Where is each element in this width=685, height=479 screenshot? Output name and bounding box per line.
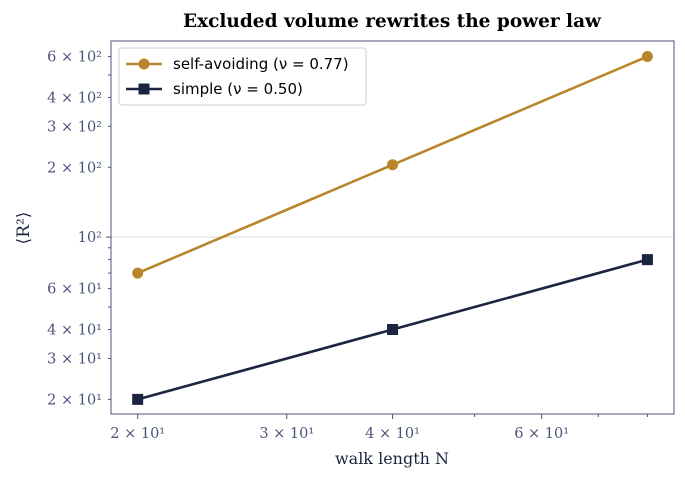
legend-label: simple (ν = 0.50) xyxy=(173,80,303,98)
data-point-circle xyxy=(641,51,653,63)
y-axis-ticks: 2 × 10¹ 3 × 10¹ 4 × 10¹ 6 × 10¹ 10² 2 × 10² 3 … xyxy=(47,50,111,408)
y-tick-label: 3 × 10¹ xyxy=(47,352,102,368)
chart-title: Excluded volume rewrites the power law xyxy=(183,11,602,32)
data-point-circle xyxy=(387,159,399,171)
data-point-square xyxy=(387,324,399,336)
y-tick-label: 6 × 10² xyxy=(47,50,102,66)
x-axis-label: walk length N xyxy=(335,449,449,468)
series-layer xyxy=(132,51,653,405)
y-tick-label: 2 × 10¹ xyxy=(47,392,102,408)
y-tick-label: 2 × 10² xyxy=(47,160,102,176)
y-tick-label: 3 × 10² xyxy=(47,119,102,135)
y-axis-label: ⟨R²⟩ xyxy=(14,212,34,245)
x-tick-label: 6 × 10¹ xyxy=(514,426,569,442)
x-tick-label: 4 × 10¹ xyxy=(365,426,420,442)
y-tick-label: 10² xyxy=(78,230,102,246)
x-tick-label: 3 × 10¹ xyxy=(259,426,314,442)
data-point-square xyxy=(641,254,653,266)
x-axis-ticks: 2 × 10¹ 3 × 10¹ 4 × 10¹ 6 × 10¹ xyxy=(110,414,648,442)
y-tick-label: 4 × 10¹ xyxy=(47,323,102,339)
data-point-circle xyxy=(132,267,144,279)
legend-box xyxy=(118,47,367,106)
y-tick-label: 6 × 10¹ xyxy=(47,282,102,298)
legend: self-avoiding (ν = 0.77) simple (ν = 0.50… xyxy=(118,47,367,106)
legend-marker-circle xyxy=(138,58,150,70)
data-point-square xyxy=(132,393,144,405)
legend-label: self-avoiding (ν = 0.77) xyxy=(173,55,349,73)
legend-marker-square xyxy=(138,83,150,95)
x-tick-label: 2 × 10¹ xyxy=(110,426,165,442)
y-tick-label: 4 × 10² xyxy=(47,90,102,106)
